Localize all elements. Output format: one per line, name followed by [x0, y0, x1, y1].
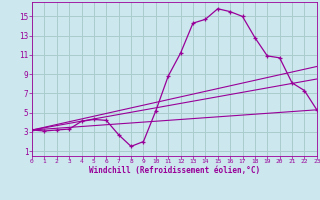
X-axis label: Windchill (Refroidissement éolien,°C): Windchill (Refroidissement éolien,°C) [89, 166, 260, 175]
